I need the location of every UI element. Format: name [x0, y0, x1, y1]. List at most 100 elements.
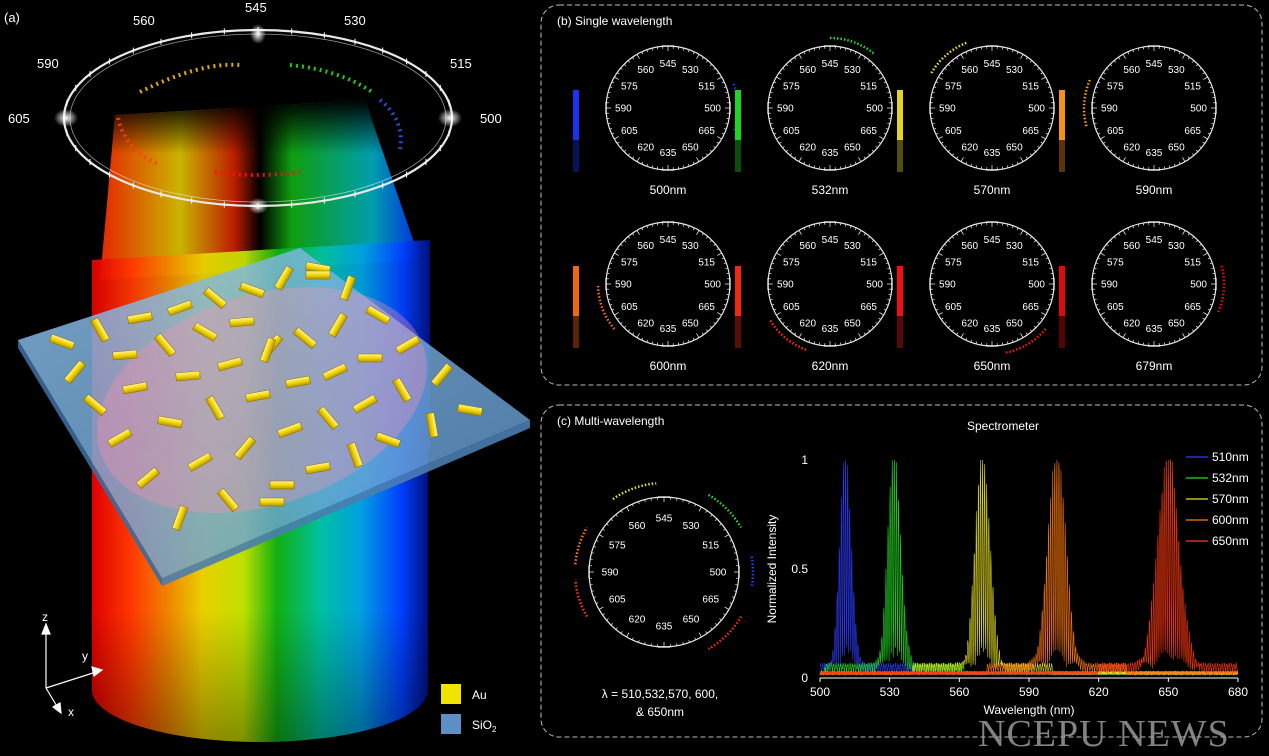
dial-label: 545 — [660, 59, 677, 70]
legend-label: 570nm — [1212, 492, 1249, 506]
axis-z-label: z — [42, 610, 48, 624]
dial-label: 620 — [637, 318, 654, 329]
dial-label: 575 — [945, 257, 962, 268]
dial-label: 590 — [602, 568, 619, 579]
dial-label: 545 — [984, 59, 1001, 70]
dial-label: 500 — [1028, 104, 1045, 115]
dial-label: 515 — [698, 81, 715, 92]
y-tick-label: 0 — [801, 671, 808, 685]
x-tick-label: 680 — [1228, 685, 1248, 699]
dial-label: 650 — [682, 318, 699, 329]
panel-b-dials: 545 530 515 500 665 650 635 620 605 590 575 560 500n… — [573, 36, 1226, 373]
dial-label: 620 — [799, 318, 816, 329]
dial-label: 620 — [637, 142, 654, 153]
dial-label: 665 — [1022, 302, 1039, 313]
wavelength-label: 500nm — [650, 183, 687, 197]
x-tick-label: 530 — [880, 685, 900, 699]
lit-arc — [1082, 77, 1092, 127]
lit-arc — [930, 41, 969, 74]
dial-label: 635 — [1146, 324, 1163, 335]
dial-label: 635 — [822, 324, 839, 335]
panel-c-title: (c) Multi-wavelength — [557, 414, 664, 428]
chart-title: Spectrometer — [967, 419, 1039, 433]
dial-label: 605 — [945, 126, 962, 137]
x-tick-label: 650 — [1158, 685, 1178, 699]
ring-label: 605 — [8, 111, 30, 126]
dial-label: 665 — [698, 302, 715, 313]
dial-label: 665 — [702, 595, 719, 606]
lit-arc — [707, 493, 743, 529]
multi-caption-line1: λ = 510,532,570, 600, — [602, 687, 718, 701]
dial-label: 500 — [1190, 104, 1207, 115]
dial-label: 515 — [1022, 81, 1039, 92]
dial-label: 605 — [1107, 302, 1124, 313]
dial-label: 530 — [1168, 241, 1185, 252]
ring-label: 545 — [245, 0, 267, 15]
panel-c-frame — [540, 404, 1263, 738]
dial-label: 620 — [961, 318, 978, 329]
dial-label: 650 — [1006, 142, 1023, 153]
dial-label: 545 — [1146, 235, 1163, 246]
dial-label: 635 — [822, 148, 839, 159]
dial-label: 575 — [945, 81, 962, 92]
dial-label: 665 — [1184, 302, 1201, 313]
dial-label: 560 — [961, 241, 978, 252]
dial-label: 635 — [984, 148, 1001, 159]
dial-label: 545 — [656, 514, 673, 525]
axis-y-label: y — [82, 649, 88, 663]
single-wavelength-dial: 545 530 515 500 665 650 635 620 605 590 575 560 679n… — [1059, 221, 1226, 373]
dial-label: 560 — [1123, 65, 1140, 76]
spectrometer-chart: Spectrometer 500 530 560 590 620 650 680 0 0.5 1 Wa… — [765, 419, 1249, 717]
lit-arc — [574, 579, 589, 618]
y-tick-label: 1 — [801, 453, 808, 467]
dial-label: 590 — [777, 280, 794, 291]
dial-label: 590 — [1101, 104, 1118, 115]
dial-label: 590 — [615, 280, 632, 291]
ring-label: 500 — [480, 111, 502, 126]
single-wavelength-dial: 545 530 515 500 665 650 635 620 605 590 575 560 532n… — [735, 36, 893, 197]
spectrum-series-650nm — [819, 459, 1238, 676]
dial-label: 575 — [1107, 81, 1124, 92]
lit-arc — [612, 482, 657, 501]
dial-label: 650 — [682, 142, 699, 153]
dial-label: 500 — [866, 280, 883, 291]
x-tick-label: 560 — [949, 685, 969, 699]
panel-a: (a) — [4, 0, 530, 742]
dial-label: 635 — [660, 148, 677, 159]
dial-label: 500 — [866, 104, 883, 115]
dial-label: 530 — [682, 65, 699, 76]
dial-label: 560 — [799, 241, 816, 252]
dial-label: 605 — [621, 302, 638, 313]
dial-label: 635 — [984, 324, 1001, 335]
single-wavelength-dial: 545 530 515 500 665 650 635 620 605 590 575 560 500n… — [573, 45, 740, 197]
dial-label: 515 — [702, 541, 719, 552]
dial-label: 515 — [698, 257, 715, 268]
y-tick-label: 0.5 — [791, 562, 808, 576]
legend-label: 532nm — [1212, 471, 1249, 485]
dial-label: 575 — [609, 541, 626, 552]
dial-label: 620 — [1123, 142, 1140, 153]
dial-label: 635 — [656, 622, 673, 633]
dial-label: 635 — [1146, 148, 1163, 159]
sio2-legend-swatch — [441, 714, 461, 734]
x-tick-label: 500 — [810, 685, 830, 699]
dial-label: 590 — [939, 104, 956, 115]
dial-label: 575 — [1107, 257, 1124, 268]
ring-label: 515 — [450, 56, 472, 71]
legend-label: 510nm — [1212, 450, 1249, 464]
dial-label: 575 — [621, 81, 638, 92]
dial-label: 515 — [1022, 257, 1039, 268]
ring-label: 560 — [133, 13, 155, 28]
wavelength-label: 679nm — [1136, 359, 1173, 373]
lit-arc — [768, 318, 807, 351]
dial-label: 650 — [844, 142, 861, 153]
dial-label: 545 — [822, 59, 839, 70]
dial-label: 590 — [1101, 280, 1118, 291]
dial-label: 530 — [844, 65, 861, 76]
au-nanorods — [49, 261, 483, 531]
dial-label: 620 — [629, 614, 646, 625]
dial-label: 515 — [1184, 257, 1201, 268]
single-wavelength-dial: 545 530 515 500 665 650 635 620 605 590 575 560 620n… — [735, 221, 893, 373]
dial-label: 665 — [1022, 126, 1039, 137]
